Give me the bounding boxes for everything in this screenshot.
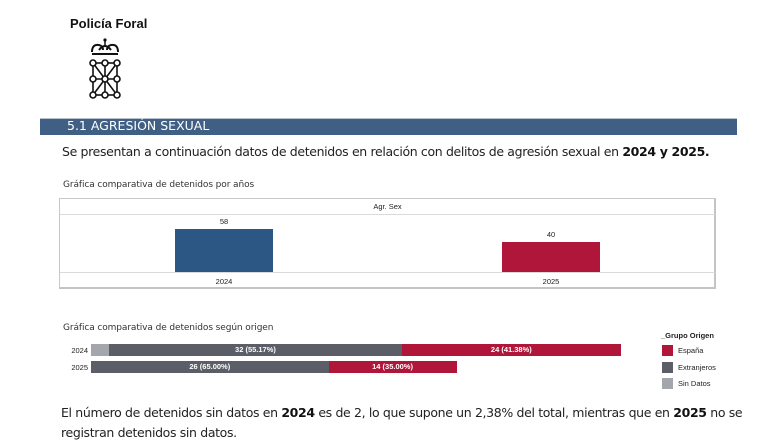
bar-segment-sin-datos-2024 xyxy=(91,344,110,356)
conclusion-part: El número de detenidos sin datos en xyxy=(61,405,282,420)
x-tick-label-2025: 2025 xyxy=(542,277,560,286)
conclusion-year-2025: 2025 xyxy=(673,405,707,420)
bar-segment-españa-2024: 24 (41.38%) xyxy=(401,344,621,356)
navarra-coat-of-arms-icon xyxy=(89,38,121,99)
intro-years: 2024 y 2025. xyxy=(622,144,710,159)
bar-2024 xyxy=(175,228,273,272)
y-tick-label-2024: 2024 xyxy=(71,346,88,355)
conclusion-text: El número de detenidos sin datos en 2024… xyxy=(61,403,761,443)
chart1-header-divider xyxy=(60,214,715,215)
data-label-2025: 40 xyxy=(546,230,556,240)
legend-label-sin-datos: Sin Datos xyxy=(678,379,711,388)
section-header-bar xyxy=(40,118,737,135)
x-tick-label-2024: 2024 xyxy=(215,277,233,286)
section-title: 5.1 AGRESIÓN SEXUAL xyxy=(67,118,210,133)
intro-text: Se presentan a continuación datos de det… xyxy=(62,144,710,159)
bar-segment-españa-2025: 14 (35.00%) xyxy=(328,361,457,373)
conclusion-part: es de 2, lo que supone un 2,38% del tota… xyxy=(314,405,674,420)
legend-title: _Grupo Origen xyxy=(661,331,714,340)
chart1-title: Gráfica comparativa de detenidos por año… xyxy=(63,180,255,190)
y-tick-label-2025: 2025 xyxy=(71,363,88,372)
conclusion-part: no se registran detenidos sin datos. xyxy=(61,405,743,440)
chart1-header-label: Agr. Sex xyxy=(373,202,402,211)
bar-segment-extranjeros-2024: 32 (55.17%) xyxy=(109,344,402,356)
chart2-title: Gráfica comparativa de detenidos según o… xyxy=(63,323,274,333)
conclusion-year-2024: 2024 xyxy=(281,405,315,420)
org-name: Policía Foral xyxy=(70,16,148,31)
chart1-axis-divider xyxy=(60,272,715,273)
legend-label-espana: España xyxy=(678,346,704,355)
legend-label-extranjeros: Extranjeros xyxy=(678,363,716,372)
legend-swatch-extranjeros xyxy=(662,362,673,373)
legend-swatch-espana xyxy=(662,345,673,356)
data-label-2024: 58 xyxy=(219,216,229,226)
bar-segment-extranjeros-2025: 26 (65.00%) xyxy=(91,361,329,373)
bar-2025 xyxy=(502,242,600,272)
chart1-frame xyxy=(59,198,716,289)
intro-prefix: Se presentan a continuación datos de det… xyxy=(62,144,623,159)
legend-swatch-sin-datos xyxy=(662,378,673,389)
